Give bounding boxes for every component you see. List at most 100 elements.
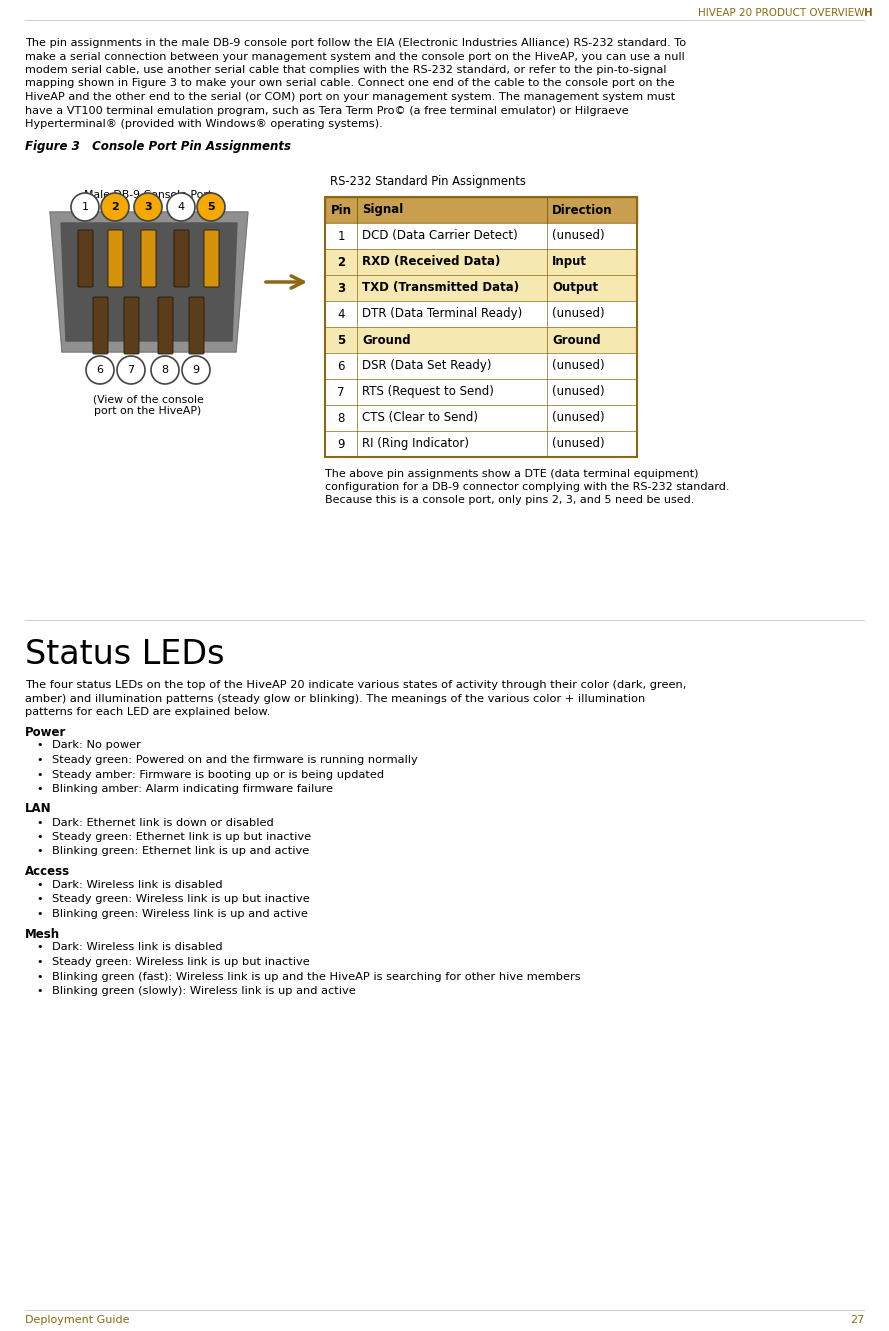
Text: DSR (Data Set Ready): DSR (Data Set Ready) <box>362 359 492 373</box>
Bar <box>325 431 637 457</box>
Text: Ground: Ground <box>362 334 411 346</box>
FancyBboxPatch shape <box>189 297 204 354</box>
Text: 27: 27 <box>850 1315 864 1324</box>
Text: Steady green: Powered on and the firmware is running normally: Steady green: Powered on and the firmwar… <box>52 755 418 765</box>
Text: Because this is a console port, only pins 2, 3, and 5 need be used.: Because this is a console port, only pin… <box>325 495 694 504</box>
Text: H: H <box>864 8 873 19</box>
Text: CTS (Clear to Send): CTS (Clear to Send) <box>362 411 478 425</box>
Text: •: • <box>36 986 44 996</box>
FancyBboxPatch shape <box>124 297 139 354</box>
Polygon shape <box>50 212 248 351</box>
Text: 3: 3 <box>337 281 345 294</box>
Text: Mesh: Mesh <box>25 928 60 941</box>
Text: TXD (Transmitted Data): TXD (Transmitted Data) <box>362 281 519 294</box>
Bar <box>325 276 637 301</box>
Text: •: • <box>36 942 44 953</box>
Text: Steady green: Wireless link is up but inactive: Steady green: Wireless link is up but in… <box>52 894 309 905</box>
Text: Ground: Ground <box>552 334 601 346</box>
FancyBboxPatch shape <box>108 230 123 287</box>
Circle shape <box>86 355 114 385</box>
Text: modem serial cable, use another serial cable that complies with the RS-232 stand: modem serial cable, use another serial c… <box>25 65 667 75</box>
Text: have a VT100 terminal emulation program, such as Tera Term Pro© (a free terminal: have a VT100 terminal emulation program,… <box>25 105 629 116</box>
Text: Blinking amber: Alarm indicating firmware failure: Blinking amber: Alarm indicating firmwar… <box>52 784 333 795</box>
Text: 1: 1 <box>337 229 345 242</box>
Text: Figure 3   Console Port Pin Assignments: Figure 3 Console Port Pin Assignments <box>25 140 291 153</box>
FancyBboxPatch shape <box>174 230 189 287</box>
Text: 8: 8 <box>337 411 345 425</box>
Text: •: • <box>36 880 44 890</box>
Bar <box>325 327 637 353</box>
Text: •: • <box>36 740 44 751</box>
Text: 2: 2 <box>111 202 119 212</box>
Text: DCD (Data Carrier Detect): DCD (Data Carrier Detect) <box>362 229 517 242</box>
Text: configuration for a DB-9 connector complying with the RS-232 standard.: configuration for a DB-9 connector compl… <box>325 482 730 492</box>
Text: •: • <box>36 832 44 843</box>
FancyBboxPatch shape <box>204 230 219 287</box>
Bar <box>325 249 637 276</box>
Text: •: • <box>36 957 44 968</box>
Text: (unused): (unused) <box>552 229 605 242</box>
Text: •: • <box>36 894 44 905</box>
Text: LAN: LAN <box>25 803 52 816</box>
Text: 1: 1 <box>82 202 89 212</box>
Text: Input: Input <box>552 256 587 269</box>
Text: Deployment Guide: Deployment Guide <box>25 1315 130 1324</box>
Text: Blinking green (fast): Wireless link is up and the HiveAP is searching for other: Blinking green (fast): Wireless link is … <box>52 972 581 981</box>
Bar <box>325 224 637 249</box>
Text: 5: 5 <box>207 202 215 212</box>
Text: The four status LEDs on the top of the HiveAP 20 indicate various states of acti: The four status LEDs on the top of the H… <box>25 680 686 689</box>
Circle shape <box>167 193 195 221</box>
Text: make a serial connection between your management system and the console port on : make a serial connection between your ma… <box>25 52 685 61</box>
Bar <box>325 197 637 224</box>
Text: •: • <box>36 909 44 918</box>
Text: Dark: Ethernet link is down or disabled: Dark: Ethernet link is down or disabled <box>52 817 274 828</box>
Text: 5: 5 <box>337 334 345 346</box>
Text: 2: 2 <box>337 256 345 269</box>
Polygon shape <box>61 224 237 341</box>
Circle shape <box>134 193 162 221</box>
Text: (unused): (unused) <box>552 307 605 321</box>
Bar <box>325 353 637 379</box>
FancyBboxPatch shape <box>141 230 156 287</box>
Text: The above pin assignments show a DTE (data terminal equipment): The above pin assignments show a DTE (da… <box>325 469 699 479</box>
Bar <box>325 379 637 405</box>
Text: 8: 8 <box>162 365 169 375</box>
Text: Pin: Pin <box>331 204 351 217</box>
Text: RTS (Request to Send): RTS (Request to Send) <box>362 386 494 398</box>
Text: Output: Output <box>552 281 598 294</box>
Bar <box>325 197 637 457</box>
Text: The pin assignments in the male DB-9 console port follow the EIA (Electronic Ind: The pin assignments in the male DB-9 con… <box>25 39 686 48</box>
Text: Signal: Signal <box>362 204 404 217</box>
Text: Male DB-9 Console Port: Male DB-9 Console Port <box>84 190 212 200</box>
Text: Access: Access <box>25 865 70 878</box>
Text: Hyperterminal® (provided with Windows® operating systems).: Hyperterminal® (provided with Windows® o… <box>25 118 383 129</box>
Text: (unused): (unused) <box>552 438 605 450</box>
FancyBboxPatch shape <box>78 230 93 287</box>
Text: HIVEAP 20 PRODUCT OVERVIEW: HIVEAP 20 PRODUCT OVERVIEW <box>698 8 864 19</box>
FancyBboxPatch shape <box>93 297 108 354</box>
Circle shape <box>101 193 129 221</box>
Text: RI (Ring Indicator): RI (Ring Indicator) <box>362 438 469 450</box>
Text: 9: 9 <box>192 365 199 375</box>
Text: (unused): (unused) <box>552 411 605 425</box>
Text: HiveAP and the other end to the serial (or COM) port on your management system. : HiveAP and the other end to the serial (… <box>25 92 675 102</box>
Circle shape <box>71 193 99 221</box>
Text: RS-232 Standard Pin Assignments: RS-232 Standard Pin Assignments <box>330 174 526 188</box>
Text: (unused): (unused) <box>552 359 605 373</box>
Text: mapping shown in Figure 3 to make your own serial cable. Connect one end of the : mapping shown in Figure 3 to make your o… <box>25 79 675 88</box>
Text: Dark: Wireless link is disabled: Dark: Wireless link is disabled <box>52 942 222 953</box>
FancyBboxPatch shape <box>158 297 173 354</box>
Text: Blinking green: Wireless link is up and active: Blinking green: Wireless link is up and … <box>52 909 308 918</box>
Circle shape <box>117 355 145 385</box>
Text: DTR (Data Terminal Ready): DTR (Data Terminal Ready) <box>362 307 522 321</box>
Text: 7: 7 <box>337 386 345 398</box>
Circle shape <box>151 355 179 385</box>
Bar <box>325 301 637 327</box>
Text: •: • <box>36 972 44 981</box>
Text: Power: Power <box>25 725 67 739</box>
Text: Blinking green (slowly): Wireless link is up and active: Blinking green (slowly): Wireless link i… <box>52 986 356 996</box>
Bar <box>325 405 637 431</box>
Text: 6: 6 <box>337 359 345 373</box>
Text: •: • <box>36 769 44 780</box>
Text: RXD (Received Data): RXD (Received Data) <box>362 256 501 269</box>
